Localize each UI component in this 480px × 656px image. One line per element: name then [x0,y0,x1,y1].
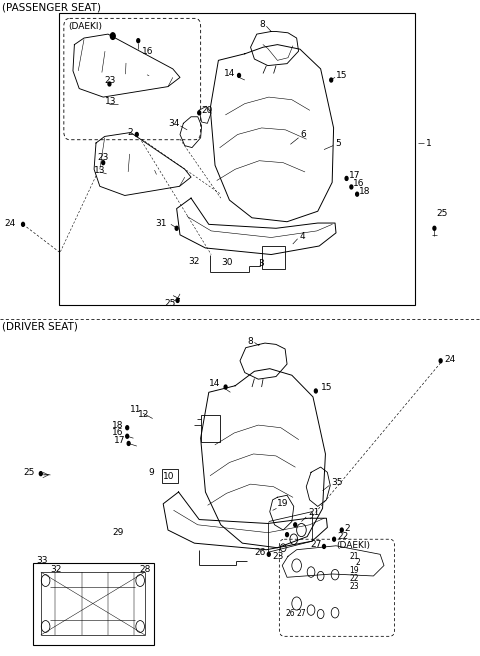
Text: 2: 2 [345,523,350,533]
Circle shape [433,226,436,230]
Text: 14: 14 [209,379,221,388]
Text: (DAEKI): (DAEKI) [336,541,370,550]
Text: 6: 6 [300,130,306,139]
Circle shape [198,111,201,115]
Text: 28: 28 [140,565,151,574]
Text: 17: 17 [114,436,126,445]
Circle shape [439,359,442,363]
Circle shape [108,82,111,86]
Text: 24: 24 [4,218,15,228]
Text: 26: 26 [254,548,266,557]
Circle shape [175,226,178,230]
Text: 11: 11 [130,405,142,415]
Text: 15: 15 [336,71,348,80]
Text: 25: 25 [165,298,176,308]
Text: 20: 20 [202,106,213,115]
Text: 32: 32 [50,565,62,574]
Text: 35: 35 [331,478,343,487]
Text: 5: 5 [335,138,341,148]
Text: 15: 15 [321,382,332,392]
Text: 18: 18 [112,420,124,430]
Bar [201,415,220,442]
Text: 25: 25 [23,468,35,477]
Text: 23: 23 [273,552,284,561]
Text: 32: 32 [188,256,199,266]
Text: 22: 22 [337,532,348,541]
Circle shape [39,472,42,476]
Text: 9: 9 [149,468,155,477]
Text: 18: 18 [359,187,371,196]
Text: 30: 30 [221,258,232,267]
Text: 2: 2 [355,558,360,567]
Circle shape [330,78,333,82]
Circle shape [176,298,179,302]
Text: 21: 21 [349,552,359,561]
Circle shape [294,523,297,527]
Text: 27: 27 [297,609,306,618]
Circle shape [135,133,138,136]
Text: 23: 23 [105,75,116,85]
Text: 23: 23 [349,582,359,591]
Text: 16: 16 [112,428,124,438]
Text: 13: 13 [105,97,116,106]
Circle shape [356,192,359,196]
Circle shape [110,33,115,39]
Text: 34: 34 [168,119,180,128]
Circle shape [102,161,105,165]
Text: 31: 31 [156,218,167,228]
Text: 14: 14 [224,69,235,78]
Bar [262,246,285,269]
Circle shape [126,434,129,438]
Text: (PASSENGER SEAT): (PASSENGER SEAT) [2,3,101,13]
Text: 13: 13 [94,166,106,175]
Bar [59,13,415,305]
Text: 22: 22 [349,574,359,583]
Circle shape [238,73,240,77]
Circle shape [127,441,130,445]
Text: 23: 23 [97,153,108,162]
Text: 25: 25 [437,209,448,218]
Text: 8: 8 [248,337,253,346]
Text: 3: 3 [258,259,264,268]
Circle shape [22,222,24,226]
Circle shape [340,528,343,532]
Text: 19: 19 [349,566,359,575]
Text: 33: 33 [36,556,48,565]
Circle shape [286,533,288,537]
Bar [33,563,154,645]
Text: (DAEKI): (DAEKI) [69,22,103,31]
Text: 26: 26 [286,609,295,618]
Text: 24: 24 [444,355,455,364]
Text: 19: 19 [277,499,289,508]
Circle shape [126,426,129,430]
Circle shape [224,385,227,389]
Circle shape [345,176,348,180]
Circle shape [323,544,325,548]
Text: 29: 29 [112,528,124,537]
Circle shape [333,537,336,541]
Text: 16: 16 [142,47,153,56]
Bar [162,469,178,483]
Text: 12: 12 [138,410,150,419]
Text: (DRIVER SEAT): (DRIVER SEAT) [2,321,78,332]
Text: 1: 1 [426,138,432,148]
Text: 16: 16 [353,179,365,188]
Text: 2: 2 [128,128,133,137]
Circle shape [350,185,353,189]
Text: 21: 21 [308,508,320,518]
Circle shape [267,552,270,556]
Text: 8: 8 [260,20,265,30]
Circle shape [314,389,317,393]
Circle shape [137,39,140,43]
Text: 4: 4 [300,232,305,241]
Text: 10: 10 [163,472,175,481]
Text: 27: 27 [310,540,322,549]
Text: 17: 17 [348,171,360,180]
